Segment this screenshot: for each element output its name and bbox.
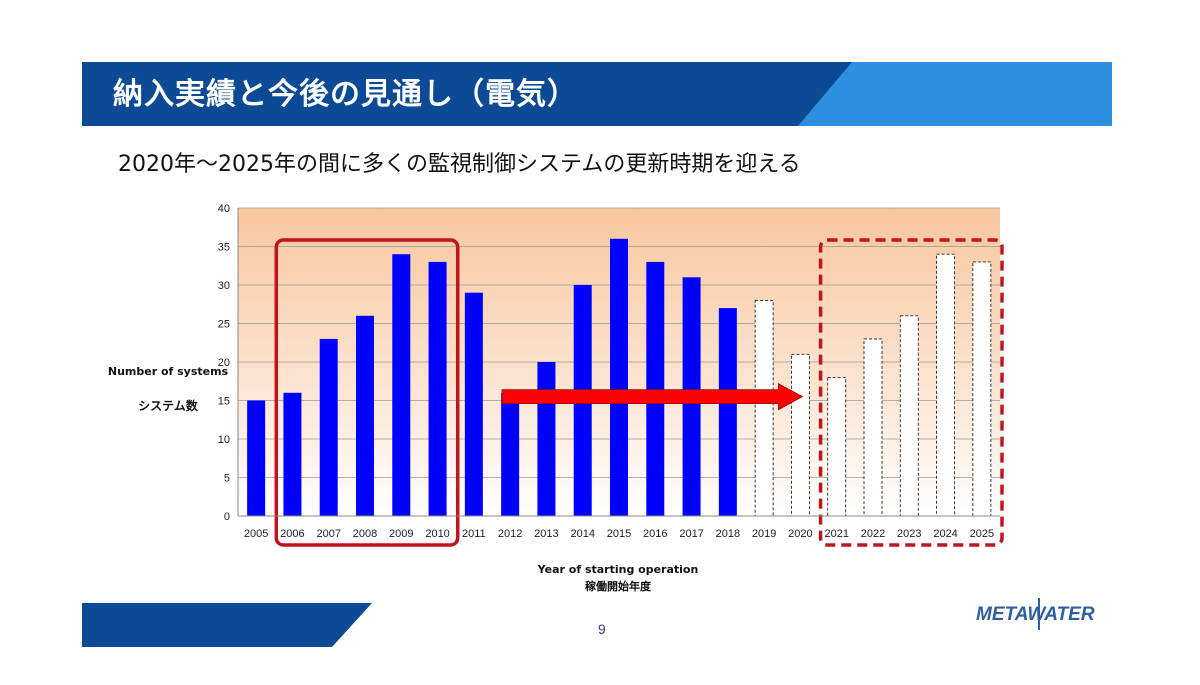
bar (501, 392, 520, 516)
bar (428, 261, 447, 516)
y-axis-title: Number of systems (108, 365, 229, 378)
y-ticks: 0 5 10 15 20 25 30 35 40 (218, 203, 230, 523)
x-tick-label: 2017 (679, 528, 703, 540)
bar (899, 315, 919, 517)
bar (827, 376, 847, 517)
page-number: 9 (598, 621, 606, 637)
x-tick-label: 2005 (244, 528, 268, 540)
bar (646, 261, 665, 516)
x-tick-label: 2014 (570, 528, 594, 540)
x-tick-label: 2016 (643, 528, 667, 540)
bar (392, 254, 411, 516)
bar (356, 315, 374, 516)
bar (972, 261, 992, 517)
bar (464, 292, 483, 516)
bar (537, 362, 556, 516)
x-tick-label: 2020 (788, 528, 812, 540)
x-tick-label: 2015 (607, 528, 631, 540)
x-tick-label: 2022 (861, 528, 885, 540)
logo-accent (1038, 598, 1040, 630)
x-axis-title: Year of starting operation (537, 563, 699, 576)
page-title: 納入実績と今後の見通し（電気） (113, 77, 578, 112)
y-tick-label: 15 (218, 396, 230, 408)
x-tick-label: 2025 (970, 528, 994, 540)
y-tick-label: 25 (218, 319, 230, 331)
x-tick-label: 2008 (353, 528, 377, 540)
y-tick-label: 35 (218, 242, 230, 254)
y-tick-label: 40 (218, 203, 230, 215)
bar (936, 253, 956, 517)
bar (283, 392, 302, 516)
y-tick-label: 10 (218, 434, 230, 446)
arrow (501, 382, 804, 411)
highlight-box (818, 238, 1004, 547)
header-bar (82, 62, 1112, 126)
bar (790, 353, 810, 517)
y-tick-label: 30 (218, 280, 230, 292)
x-tick-label: 2010 (425, 528, 449, 540)
footer-bar (82, 603, 372, 647)
bar (863, 338, 883, 517)
overlays (274, 238, 1004, 547)
x-axis-title-jp: 稼働開始年度 (585, 579, 652, 593)
x-tick-label: 2018 (716, 528, 740, 540)
highlight-box (274, 238, 460, 547)
x-tick-label: 2021 (824, 528, 848, 540)
y-tick-label: 0 (224, 511, 230, 523)
page-subtitle: 2020年～2025年の間に多くの監視制御システムの更新時期を迎える (118, 152, 801, 177)
x-tick-label: 2011 (462, 528, 486, 540)
x-tick-label: 2013 (534, 528, 558, 540)
bar (610, 238, 628, 517)
x-ticks: 2005 2006 2007 2008 2009 2010 2011 2012 2013 2014… (244, 528, 994, 540)
bars (247, 238, 992, 517)
x-tick-label: 2024 (933, 528, 957, 540)
x-tick-label: 2019 (752, 528, 776, 540)
x-tick-label: 2023 (897, 528, 921, 540)
x-tick-label: 2009 (389, 528, 413, 540)
bar (718, 308, 737, 516)
x-tick-label: 2012 (498, 528, 522, 540)
bar (247, 400, 266, 516)
y-tick-label: 20 (218, 357, 230, 369)
x-tick-label: 2006 (280, 528, 304, 540)
bar (319, 338, 338, 516)
y-tick-label: 5 (224, 473, 230, 485)
metawater-logo: METAWATER (976, 604, 1095, 625)
y-axis-title-jp: システム数 (138, 398, 199, 413)
x-tick-label: 2007 (316, 528, 340, 540)
bar (754, 299, 774, 517)
